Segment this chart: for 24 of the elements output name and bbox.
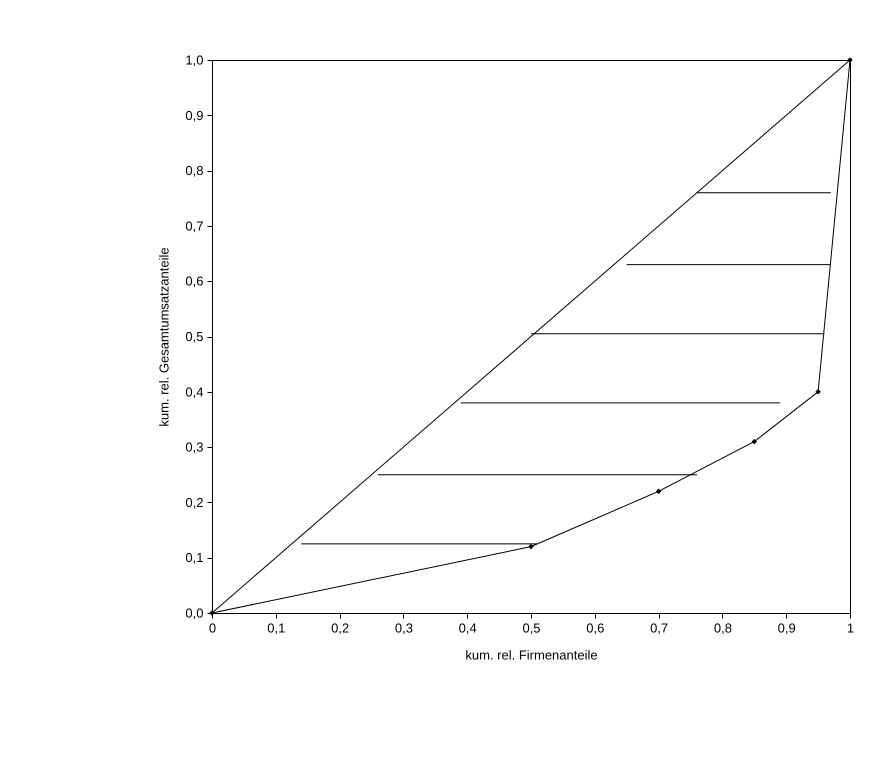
x-tick-label: 0,8: [714, 620, 732, 636]
x-tick-label: 0,3: [394, 620, 413, 636]
y-tick-label: 0,6: [185, 274, 204, 289]
y-tick-label: 0,8: [185, 163, 204, 178]
y-tick-label: 0,1: [185, 550, 204, 566]
y-tick-label: 0,4: [185, 384, 204, 400]
y-tick-label: 1,0: [185, 52, 204, 68]
x-tick-label: 0,9: [778, 620, 796, 636]
x-tick-label: 0: [208, 620, 216, 636]
x-axis-title: kum. rel. Firmenanteile: [465, 648, 598, 662]
y-tick-label: 0,7: [185, 218, 204, 234]
y-tick-label: 0,9: [185, 108, 204, 123]
y-tick-label: 0,3: [185, 440, 204, 455]
x-tick-label: 1: [846, 620, 854, 636]
y-tick-label: 0,0: [185, 606, 204, 620]
y-axis-title: kum. rel. Gesamtumsatzanteile: [156, 247, 172, 427]
x-tick-label: 0,5: [522, 620, 541, 636]
y-tick-label: 0,5: [185, 329, 204, 344]
x-tick-label: 0,6: [586, 620, 604, 636]
y-tick-label: 0,2: [185, 494, 204, 510]
x-tick-label: 0,1: [267, 620, 286, 636]
x-tick-label: 0,2: [331, 620, 350, 636]
x-tick-label: 0,4: [458, 620, 477, 636]
x-tick-label: 0,7: [650, 620, 668, 636]
